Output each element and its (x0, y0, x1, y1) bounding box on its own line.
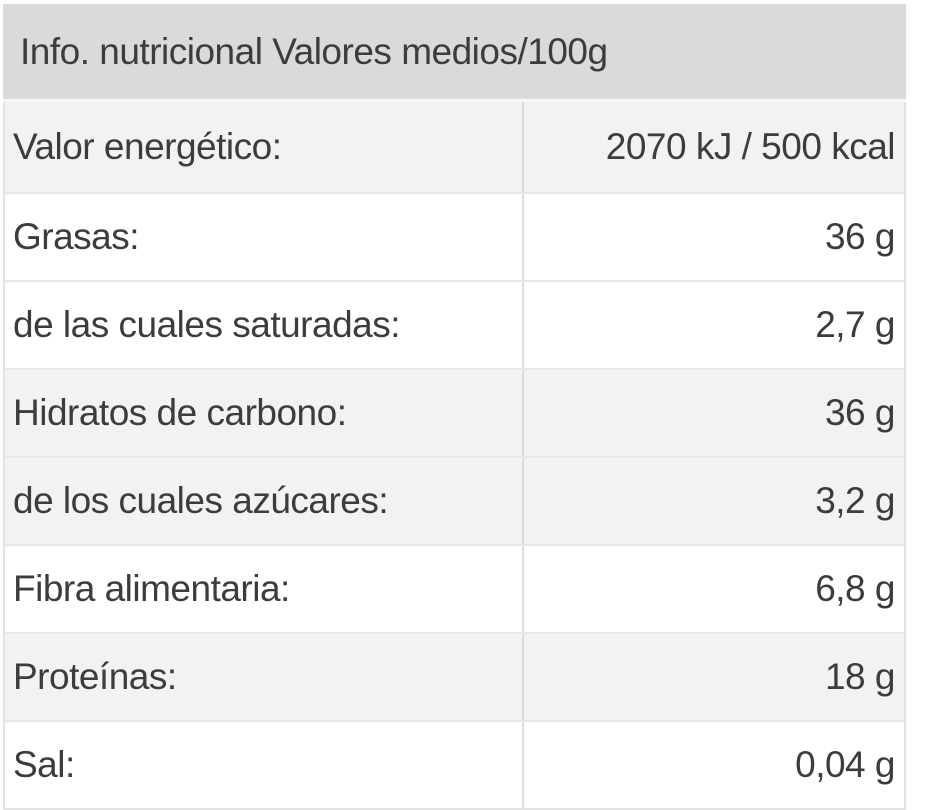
nutrient-value-cell: 3,2 g (524, 458, 904, 544)
nutrient-label: Valor energético: (13, 126, 282, 167)
nutrient-label-cell: Sal: (5, 722, 524, 808)
nutrition-row: de los cuales azúcares: 3,2 g (5, 456, 904, 544)
table-header: Info. nutricional Valores medios/100g (3, 4, 906, 102)
nutrient-label-cell: Fibra alimentaria: (5, 546, 524, 632)
table-title: Info. nutricional Valores medios/100g (20, 30, 608, 72)
nutrient-value: 0,04 g (795, 744, 895, 785)
nutrition-row: Hidratos de carbono: 36 g (5, 368, 904, 456)
nutrition-row: Proteínas: 18 g (5, 632, 904, 720)
nutrient-label-cell: de los cuales azúcares: (5, 458, 524, 544)
nutrient-value: 2070 kJ / 500 kcal (605, 126, 896, 167)
nutrient-value: 18 g (824, 656, 896, 697)
nutrient-label: de las cuales saturadas: (13, 304, 401, 345)
nutrient-label-cell: Valor energético: (5, 102, 524, 192)
nutrient-value: 3,2 g (815, 480, 895, 521)
nutrient-label-cell: de las cuales saturadas: (5, 282, 524, 368)
nutrition-row: Sal: 0,04 g (5, 720, 904, 808)
nutrition-row: Grasas: 36 g (5, 192, 904, 280)
nutrient-value-cell: 18 g (524, 634, 904, 720)
nutrient-label: de los cuales azúcares: (13, 480, 389, 521)
nutrient-value-cell: 2,7 g (524, 282, 904, 368)
nutrient-label-cell: Hidratos de carbono: (5, 370, 524, 456)
nutrient-value-cell: 36 g (524, 194, 904, 280)
nutrient-label: Grasas: (13, 216, 140, 257)
nutrient-label-cell: Grasas: (5, 194, 524, 280)
nutrient-value-cell: 0,04 g (524, 722, 904, 808)
nutrient-value-cell: 2070 kJ / 500 kcal (524, 102, 904, 192)
nutrient-value-cell: 36 g (524, 370, 904, 456)
nutrient-value: 36 g (824, 392, 896, 433)
nutrient-label: Proteínas: (13, 656, 177, 697)
nutrition-row: Valor energético: 2070 kJ / 500 kcal (5, 102, 904, 192)
nutrient-label-cell: Proteínas: (5, 634, 524, 720)
nutrient-value: 36 g (824, 216, 896, 257)
nutrition-row: de las cuales saturadas: 2,7 g (5, 280, 904, 368)
nutrient-label: Hidratos de carbono: (13, 392, 347, 433)
nutrition-row: Fibra alimentaria: 6,8 g (5, 544, 904, 632)
nutrient-label: Sal: (13, 744, 75, 785)
table-body: Valor energético: 2070 kJ / 500 kcal Grasa… (3, 102, 906, 810)
nutrient-value-cell: 6,8 g (524, 546, 904, 632)
nutrient-value: 6,8 g (815, 568, 895, 609)
nutrient-label: Fibra alimentaria: (13, 568, 290, 609)
nutrition-table: Info. nutricional Valores medios/100g Va… (3, 4, 906, 810)
nutrient-value: 2,7 g (815, 304, 895, 345)
